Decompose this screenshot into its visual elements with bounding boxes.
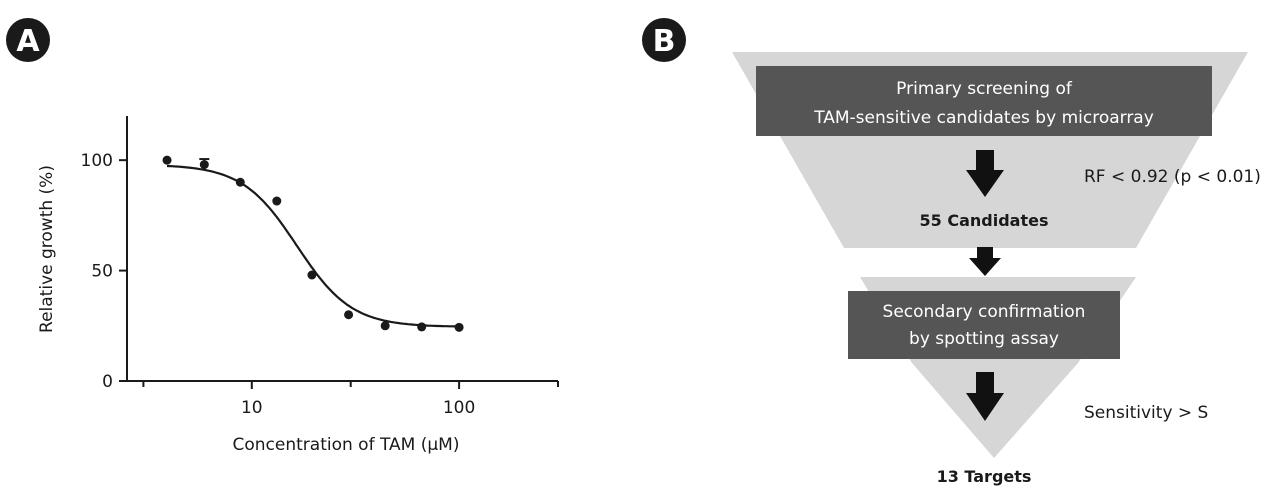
data-point xyxy=(199,160,209,170)
primary-screening-box xyxy=(756,66,1212,136)
panel-b-badge xyxy=(642,18,686,62)
data-point xyxy=(417,322,427,332)
fit-curve xyxy=(166,164,460,328)
primary-criterion: RF < 0.92 (p < 0.01) xyxy=(1084,167,1261,187)
secondary-confirmation-box xyxy=(848,291,1120,359)
data-point xyxy=(307,270,317,280)
candidates-count: 55 Candidates xyxy=(920,211,1049,230)
x-tick-label: 10 xyxy=(241,398,263,418)
x-tick-label: 100 xyxy=(443,398,475,418)
panel-a-badge xyxy=(6,18,50,62)
panel-a-label: A xyxy=(16,24,40,59)
down-arrow-icon xyxy=(966,372,1004,421)
data-point xyxy=(235,177,245,187)
y-ticks: 0 50 100 xyxy=(81,151,127,392)
y-axis-title: Relative growth (%) xyxy=(37,165,57,333)
data-point xyxy=(162,155,172,165)
y-tick-label: 100 xyxy=(81,151,113,171)
funnel-stage-3 xyxy=(912,363,1078,458)
secondary-criterion: Sensitivity > S xyxy=(1084,403,1208,423)
data-point xyxy=(272,196,282,206)
targets-count: 13 Targets xyxy=(937,467,1032,486)
down-arrow-icon xyxy=(966,150,1004,197)
x-ticks: 10 100 xyxy=(142,381,559,418)
y-tick-label: 0 xyxy=(102,372,113,392)
secondary-confirmation-line-2: by spotting assay xyxy=(909,329,1059,349)
y-tick-label: 50 xyxy=(91,262,113,282)
data-point xyxy=(380,321,390,331)
data-point xyxy=(344,310,354,320)
data-points xyxy=(162,155,464,332)
dose-response-chart: 0 50 100 10 100 Concentration of TAM (μM) R… xyxy=(37,116,559,455)
data-point xyxy=(454,322,464,332)
x-axis-title: Concentration of TAM (μM) xyxy=(233,435,460,455)
panel-b: B Primary screening of TAM-sensitive can… xyxy=(642,18,1261,486)
down-arrow-icon xyxy=(969,247,1001,276)
panel-a: A xyxy=(6,18,50,62)
secondary-confirmation-line-1: Secondary confirmation xyxy=(883,302,1086,322)
primary-screening-line-1: Primary screening of xyxy=(896,79,1073,99)
panel-b-label: B xyxy=(653,24,676,59)
primary-screening-line-2: TAM-sensitive candidates by microarray xyxy=(813,108,1154,128)
